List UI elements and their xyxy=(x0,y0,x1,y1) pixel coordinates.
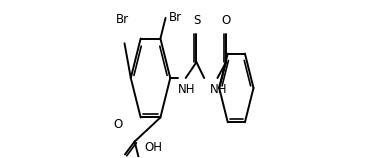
Text: O: O xyxy=(114,118,123,131)
Text: Br: Br xyxy=(169,11,182,24)
Text: S: S xyxy=(193,15,200,27)
Text: OH: OH xyxy=(145,141,162,154)
Text: O: O xyxy=(222,15,231,27)
Text: NH: NH xyxy=(178,83,196,96)
Text: Br: Br xyxy=(116,13,129,26)
Text: NH: NH xyxy=(210,83,227,96)
